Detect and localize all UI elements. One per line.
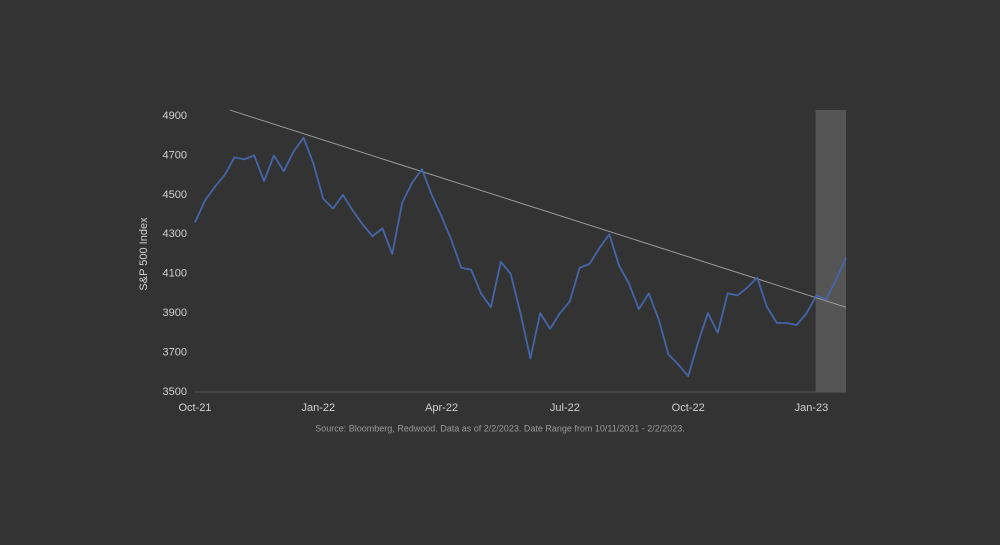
y-tick-label: 4300 <box>163 228 187 240</box>
y-axis-label: S&P 500 Index <box>138 217 150 291</box>
price-line <box>194 136 847 378</box>
y-tick-label: 4500 <box>163 189 187 201</box>
highlight-band <box>815 110 846 392</box>
y-tick-label: 3500 <box>163 386 187 398</box>
y-tick-label: 4100 <box>163 268 187 280</box>
y-tick-label: 4900 <box>163 110 187 122</box>
x-tick-label: Jul-22 <box>550 402 580 414</box>
y-tick-label: 3900 <box>163 307 187 319</box>
x-tick-label: Jan-22 <box>301 402 335 414</box>
y-tick-label: 4700 <box>163 149 187 161</box>
x-tick-label: Jan-23 <box>795 402 829 414</box>
y-tick-label: 3700 <box>163 346 187 358</box>
trendline <box>229 109 847 308</box>
source-note: Source: Bloomberg, Redwood. Data as of 2… <box>315 423 685 433</box>
x-tick-label: Oct-21 <box>178 402 211 414</box>
x-tick-label: Oct-22 <box>672 402 705 414</box>
x-tick-label: Apr-22 <box>425 402 458 414</box>
